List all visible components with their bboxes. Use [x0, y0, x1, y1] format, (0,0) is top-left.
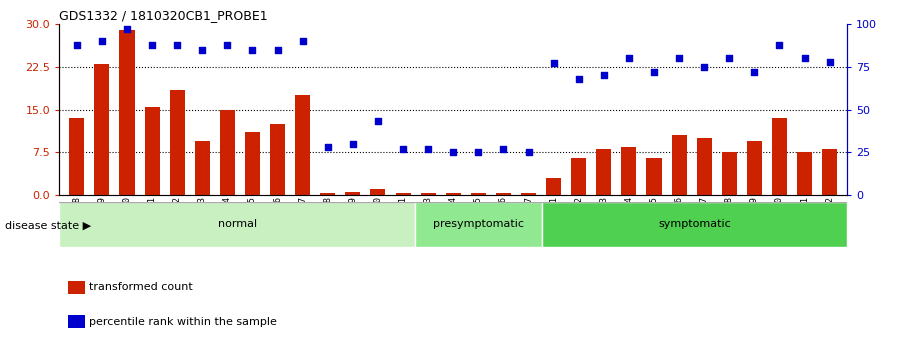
Bar: [119, 30, 135, 195]
Bar: [320, 193, 335, 195]
Point: [722, 56, 737, 61]
Bar: [747, 141, 762, 195]
Bar: [445, 193, 461, 195]
Point: [697, 64, 711, 70]
Bar: [69, 118, 85, 195]
Point: [773, 42, 787, 47]
Point: [496, 146, 511, 151]
Point: [395, 146, 410, 151]
Bar: [195, 141, 210, 195]
Text: GDS1332 / 1810320CB1_PROBE1: GDS1332 / 1810320CB1_PROBE1: [59, 9, 268, 22]
Bar: [270, 124, 285, 195]
Point: [671, 56, 686, 61]
Point: [371, 119, 385, 124]
Point: [421, 146, 435, 151]
Point: [119, 27, 134, 32]
Text: disease state ▶: disease state ▶: [5, 221, 91, 231]
Point: [597, 73, 611, 78]
Bar: [722, 152, 737, 195]
Point: [271, 47, 285, 52]
Point: [647, 69, 661, 75]
Point: [295, 39, 310, 44]
Bar: [395, 193, 411, 195]
Point: [823, 59, 837, 65]
Bar: [546, 178, 561, 195]
Point: [220, 42, 235, 47]
Text: symptomatic: symptomatic: [659, 219, 732, 229]
Bar: [245, 132, 260, 195]
Point: [95, 39, 109, 44]
Point: [797, 56, 812, 61]
Bar: [697, 138, 711, 195]
Point: [195, 47, 210, 52]
Bar: [169, 90, 185, 195]
Point: [747, 69, 762, 75]
Text: percentile rank within the sample: percentile rank within the sample: [89, 317, 277, 327]
Point: [169, 42, 184, 47]
Bar: [59, 202, 415, 247]
Point: [547, 61, 561, 66]
Point: [521, 149, 536, 155]
Point: [445, 149, 460, 155]
Bar: [772, 118, 787, 195]
Bar: [415, 202, 542, 247]
Bar: [421, 193, 435, 195]
Point: [571, 76, 586, 81]
Bar: [371, 189, 385, 195]
Point: [321, 144, 335, 150]
Bar: [471, 193, 486, 195]
Point: [69, 42, 84, 47]
Point: [471, 149, 486, 155]
Bar: [95, 64, 109, 195]
Point: [145, 42, 159, 47]
Bar: [671, 135, 687, 195]
Text: normal: normal: [218, 219, 257, 229]
Bar: [521, 193, 536, 195]
Point: [345, 141, 360, 147]
Bar: [571, 158, 587, 195]
Bar: [621, 147, 637, 195]
Bar: [145, 107, 159, 195]
Bar: [220, 110, 235, 195]
Bar: [295, 95, 310, 195]
Point: [621, 56, 636, 61]
Bar: [647, 158, 661, 195]
Point: [245, 47, 260, 52]
Bar: [542, 202, 847, 247]
Bar: [822, 149, 837, 195]
Bar: [797, 152, 812, 195]
Text: presymptomatic: presymptomatic: [433, 219, 524, 229]
Bar: [345, 192, 361, 195]
Text: transformed count: transformed count: [89, 283, 193, 292]
Bar: [597, 149, 611, 195]
Bar: [496, 193, 511, 195]
